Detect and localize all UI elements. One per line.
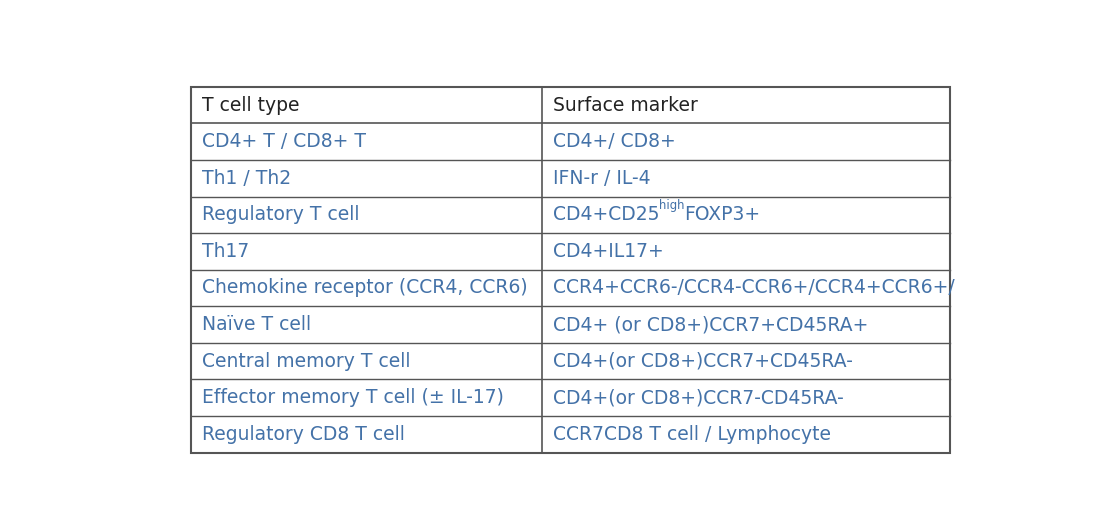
- Text: Regulatory CD8 T cell: Regulatory CD8 T cell: [202, 425, 404, 444]
- Text: Central memory T cell: Central memory T cell: [202, 352, 410, 371]
- Text: Regulatory T cell: Regulatory T cell: [202, 205, 359, 224]
- Text: CD4+IL17+: CD4+IL17+: [552, 242, 663, 261]
- Text: Surface marker: Surface marker: [552, 96, 697, 115]
- Text: T cell type: T cell type: [202, 96, 299, 115]
- Text: Th17: Th17: [202, 242, 249, 261]
- Text: CCR4+CCR6-/CCR4-CCR6+/CCR4+CCR6+/: CCR4+CCR6-/CCR4-CCR6+/CCR4+CCR6+/: [552, 278, 955, 297]
- Text: FOXP3+: FOXP3+: [685, 205, 760, 224]
- Text: Chemokine receptor (CCR4, CCR6): Chemokine receptor (CCR4, CCR6): [202, 278, 527, 297]
- Text: IFN-r / IL-4: IFN-r / IL-4: [552, 169, 650, 188]
- Text: CD4+ (or CD8+)CCR7+CD45RA+: CD4+ (or CD8+)CCR7+CD45RA+: [552, 315, 867, 334]
- Text: Naïve T cell: Naïve T cell: [202, 315, 311, 334]
- Bar: [191, 87, 950, 452]
- Text: CD4+ T / CD8+ T: CD4+ T / CD8+ T: [202, 132, 366, 151]
- Text: CD4+CD25: CD4+CD25: [552, 205, 659, 224]
- Text: CCR7CD8 T cell / Lymphocyte: CCR7CD8 T cell / Lymphocyte: [552, 425, 831, 444]
- Text: Th1 / Th2: Th1 / Th2: [202, 169, 291, 188]
- Text: CD4+/ CD8+: CD4+/ CD8+: [552, 132, 675, 151]
- Text: CD4+(or CD8+)CCR7-CD45RA-: CD4+(or CD8+)CCR7-CD45RA-: [552, 388, 843, 407]
- Text: Effector memory T cell (± IL-17): Effector memory T cell (± IL-17): [202, 388, 504, 407]
- Text: CD4+(or CD8+)CCR7+CD45RA-: CD4+(or CD8+)CCR7+CD45RA-: [552, 352, 852, 371]
- Text: high: high: [659, 199, 685, 212]
